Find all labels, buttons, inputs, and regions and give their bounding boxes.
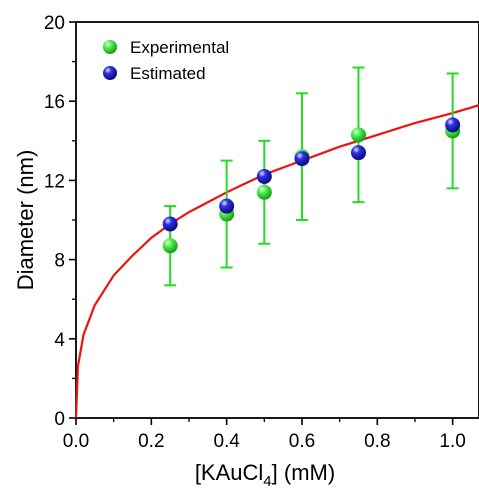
estimated-point bbox=[162, 216, 178, 232]
fit-curve-layer bbox=[74, 104, 479, 419]
x-axis-title-tail: ] (mM) bbox=[272, 460, 336, 485]
y-axis-title: Diameter (nm) bbox=[13, 150, 38, 291]
y-tick-label: 8 bbox=[54, 251, 65, 272]
legend-label-experimental: Experimental bbox=[130, 38, 229, 57]
x-axis-title-main: [KAuCl bbox=[195, 460, 263, 485]
experimental-point bbox=[162, 238, 178, 254]
marker-layer bbox=[162, 117, 461, 254]
legend-label-estimated: Estimated bbox=[130, 64, 206, 83]
x-axis-title-subscript: 4 bbox=[263, 473, 271, 490]
x-tick-label: 0.0 bbox=[63, 431, 89, 452]
x-tick-label: 0.4 bbox=[213, 431, 240, 452]
estimated-point bbox=[256, 168, 272, 184]
y-tick-label: 16 bbox=[44, 92, 65, 113]
x-axis-title: [KAuCl4] (mM) bbox=[195, 460, 335, 490]
estimated-point bbox=[294, 151, 310, 167]
x-tick-label: 0.6 bbox=[289, 431, 315, 452]
experimental-point bbox=[256, 184, 272, 200]
estimated-point bbox=[445, 117, 461, 133]
y-tick-label: 0 bbox=[54, 409, 65, 430]
estimated-point bbox=[219, 198, 235, 214]
y-tick-label: 12 bbox=[44, 171, 65, 192]
tick-layer: 0.0 0.2 0.4 0.6 0.8 1.0 0 4 8 12 16 20 bbox=[44, 13, 466, 452]
y-tick-label: 4 bbox=[54, 330, 65, 351]
x-tick-label: 0.2 bbox=[138, 431, 164, 452]
legend: Experimental Estimated bbox=[103, 38, 229, 83]
x-tick-label: 0.8 bbox=[364, 431, 390, 452]
estimated-point bbox=[350, 145, 366, 161]
x-tick-label: 1.0 bbox=[439, 431, 465, 452]
error-bar-layer bbox=[164, 66, 459, 287]
fit-curve bbox=[74, 104, 479, 419]
legend-marker-estimated bbox=[103, 66, 117, 80]
y-tick-label: 20 bbox=[44, 13, 65, 34]
experimental-point bbox=[350, 127, 366, 143]
legend-marker-experimental bbox=[103, 40, 117, 54]
